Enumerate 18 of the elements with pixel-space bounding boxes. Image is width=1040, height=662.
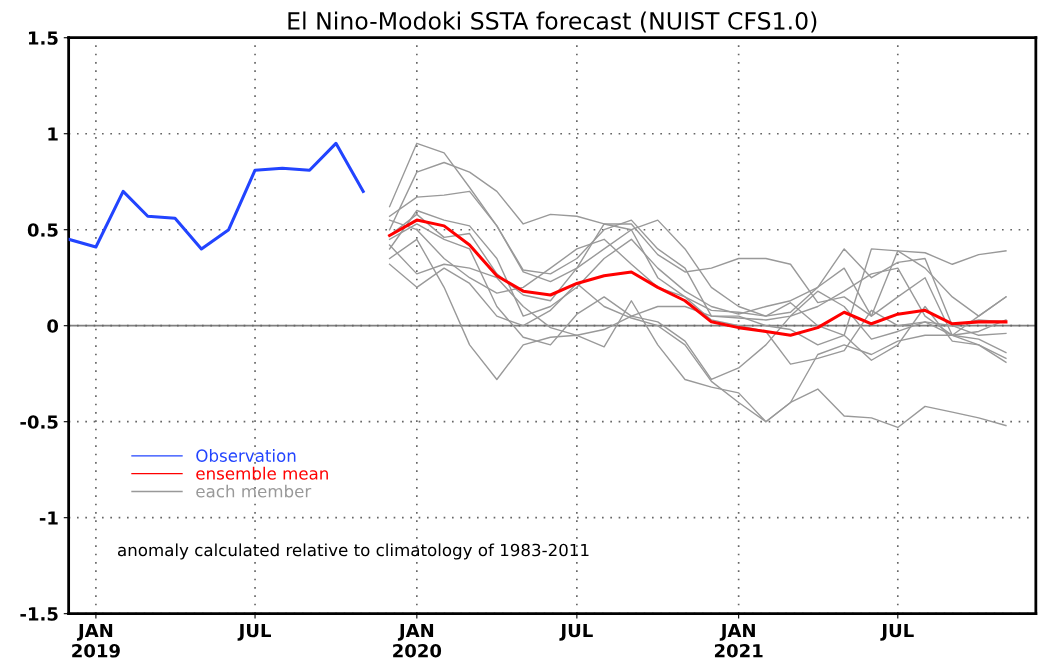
annotation: anomaly calculated relative to climatology of 1983-2011	[118, 543, 589, 560]
legend-label: each member	[196, 484, 312, 498]
x-tick-label: JUL	[237, 623, 271, 641]
y-tick-label: 1.5	[28, 31, 58, 45]
y-tick-label: 0.5	[27, 223, 58, 237]
y-tick-label: -1.5	[20, 607, 58, 621]
x-tick-label: JAN 2019	[72, 623, 120, 658]
y-tick-label: -0.5	[20, 415, 58, 429]
y-tick-label: -1	[39, 511, 58, 525]
x-tick-label: JUL	[559, 623, 593, 641]
x-tick-label: JAN 2021	[714, 623, 763, 658]
x-tick-label: JUL	[880, 623, 914, 641]
y-tick-label: 1	[48, 127, 58, 141]
legend-label: Observation	[196, 449, 296, 462]
legend-label: ensemble mean	[196, 466, 328, 480]
chart-title: El Nino-Modoki SSTA forecast (NUIST CFS1.0)	[288, 11, 817, 33]
y-tick-label: 0	[47, 319, 59, 333]
x-tick-label: JAN 2020	[393, 623, 442, 658]
